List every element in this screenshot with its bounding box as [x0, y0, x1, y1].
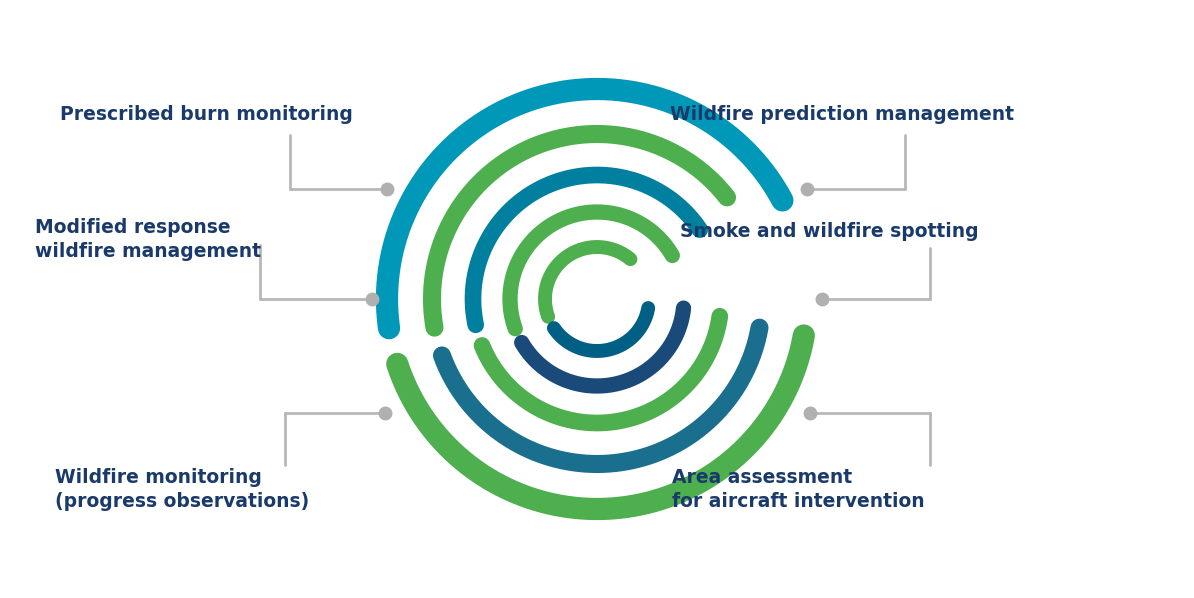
Text: Smoke and wildfire spotting: Smoke and wildfire spotting: [681, 222, 979, 241]
Text: Prescribed burn monitoring: Prescribed burn monitoring: [60, 105, 353, 124]
Text: Wildfire monitoring
(progress observations): Wildfire monitoring (progress observatio…: [55, 468, 309, 511]
Text: Modified response
wildfire management: Modified response wildfire management: [35, 218, 261, 261]
Text: Wildfire prediction management: Wildfire prediction management: [670, 105, 1014, 124]
Text: Area assessment
for aircraft intervention: Area assessment for aircraft interventio…: [672, 468, 924, 511]
